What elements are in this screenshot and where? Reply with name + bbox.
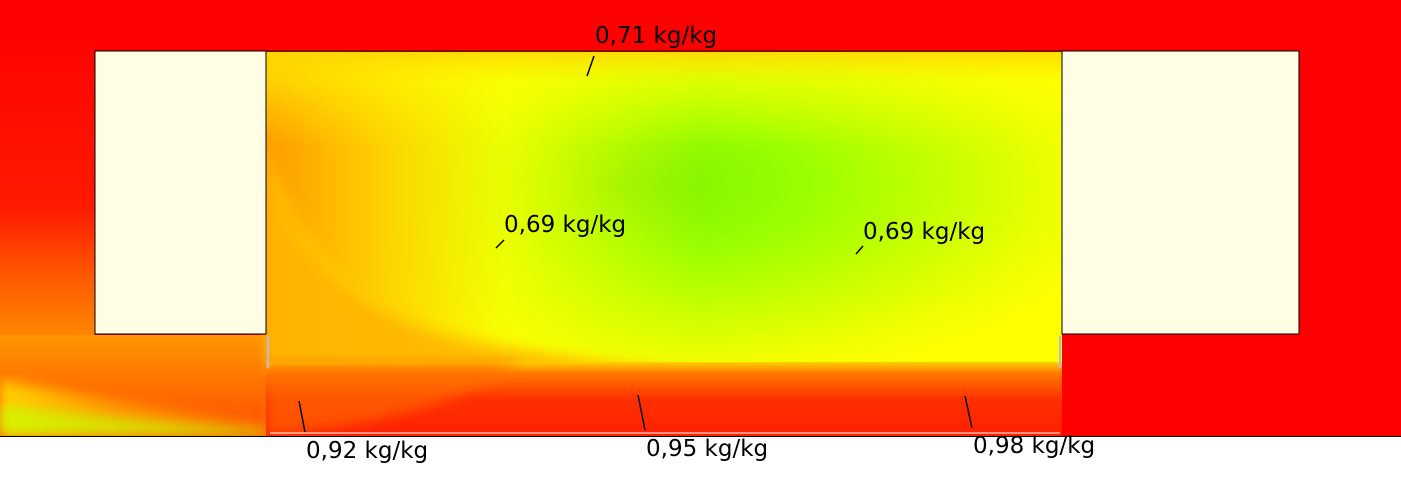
annotation-bottom-center: 0,95 kg/kg [646, 436, 769, 462]
leader-line-bottom-left [298, 400, 306, 433]
leader-line-bottom-right [964, 395, 973, 429]
right-lower-region [1062, 335, 1401, 436]
annotation-bottom-right: 0,98 kg/kg [973, 433, 1096, 459]
floor-white [0, 436, 1401, 483]
right-block [1061, 50, 1300, 335]
annotation-mid-right: 0,69 kg/kg [863, 219, 986, 245]
leader-line-mid-left [495, 239, 505, 249]
leader-line-bottom-center [637, 394, 646, 431]
leader-line-top [586, 55, 595, 77]
leader-line-mid-right [855, 245, 864, 255]
left-block [94, 50, 267, 335]
annotation-top: 0,71 kg/kg [595, 23, 718, 49]
annotation-mid-left: 0,69 kg/kg [504, 212, 627, 238]
annotation-bottom-left: 0,92 kg/kg [306, 438, 429, 464]
inlet-jet-tip [0, 405, 270, 436]
floor-band-gradient-left [266, 362, 520, 436]
central-cell-lower-left-plume-inner [266, 140, 700, 370]
